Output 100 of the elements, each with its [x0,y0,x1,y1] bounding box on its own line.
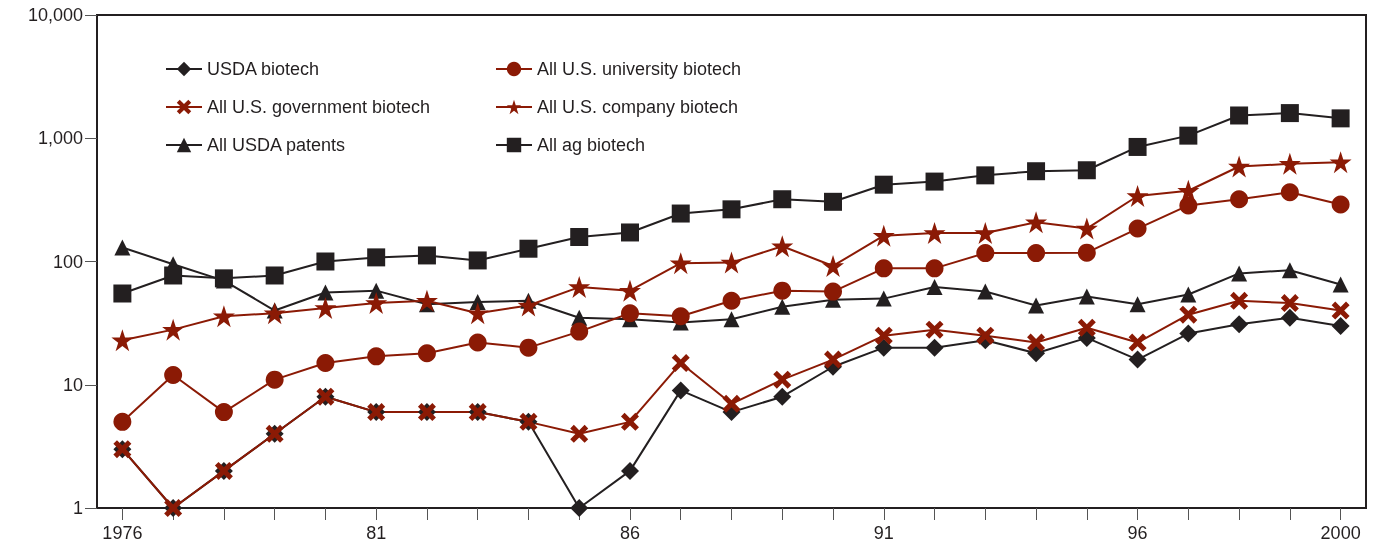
point [620,412,639,431]
point [771,235,794,258]
point [671,381,690,400]
point [618,279,641,302]
point [671,307,690,326]
point [925,259,944,278]
point [1128,219,1147,238]
point [1280,294,1299,313]
point [1281,262,1298,279]
point [722,200,741,219]
point [1027,333,1046,352]
point [824,282,843,301]
point [1028,297,1045,314]
point [720,251,743,274]
point [263,302,286,325]
point [874,326,893,345]
legend-label: All U.S. government biotech [207,97,431,117]
point [316,354,335,373]
legend-label: All USDA patents [207,135,346,155]
point [417,344,436,363]
point [265,370,284,389]
point [874,175,893,194]
point [570,424,589,443]
point [570,499,589,517]
point [111,329,134,352]
point [926,279,943,296]
x-tick-label: 1976 [102,523,143,543]
point [1280,183,1299,202]
point [1179,126,1198,145]
point [824,192,843,211]
point [316,252,335,271]
point [1129,296,1146,313]
point [367,347,386,366]
point [620,461,639,480]
point [671,204,690,223]
point [773,370,792,389]
legend-label: USDA biotech [207,59,320,79]
point [1077,161,1096,180]
point [874,338,893,357]
point [1230,106,1249,125]
point [1180,286,1197,303]
point [468,251,487,270]
point [519,239,538,258]
point [976,326,995,345]
point [976,166,995,185]
x-tick-label: 86 [619,523,640,543]
point [872,224,895,247]
point [1025,211,1048,234]
point [1280,104,1299,123]
point [1331,109,1350,128]
point [976,244,995,263]
point [773,387,792,406]
point [723,311,740,328]
point [570,228,589,247]
point [164,266,183,285]
point [1078,288,1095,305]
point [162,318,185,341]
point [923,222,946,245]
point [113,412,132,431]
point [722,291,741,310]
point [1228,155,1251,178]
point [466,302,489,325]
point [1280,308,1299,327]
x-tick-label: 96 [1127,523,1148,543]
point [1128,333,1147,352]
point [669,252,692,275]
y-tick-label: 1,000 [37,128,83,149]
point [314,296,337,319]
legend-label: All ag biotech [537,135,646,155]
point [113,284,132,303]
point [1179,324,1198,343]
point [824,350,843,369]
point [1278,152,1301,175]
point [1027,244,1046,263]
point [417,246,436,265]
point [212,305,235,328]
legend-label: All U.S. company biotech [537,97,739,117]
x-tick-label: 2000 [1320,523,1361,543]
y-tick-label: 100 [52,251,83,272]
x-tick-label: 81 [366,523,387,543]
point [925,320,944,339]
point [365,292,388,315]
point [1230,291,1249,310]
point [925,172,944,191]
point [1329,151,1352,174]
point [671,354,690,373]
x-tick-label: 91 [873,523,894,543]
point [722,394,741,413]
point [875,290,892,307]
point [1128,137,1147,156]
point [621,304,639,323]
point [1128,350,1147,369]
y-tick-label: 10,000 [27,5,83,25]
point [114,239,131,256]
y-tick-label: 1 [72,498,83,518]
point [519,338,538,357]
point [468,333,487,352]
point [415,289,438,312]
point [568,276,591,299]
point [1230,315,1249,334]
